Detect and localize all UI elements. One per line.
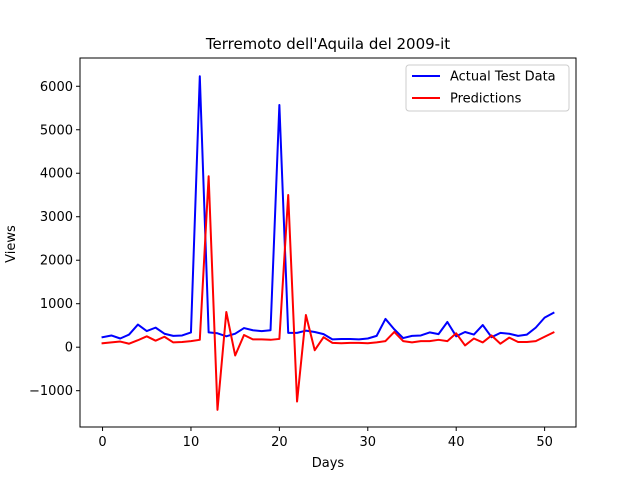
y-tick-label: 5000 [40,123,73,138]
y-tick-label: 6000 [40,80,73,95]
y-tick-label: 4000 [40,167,73,182]
legend: Actual Test Data Predictions [405,64,570,112]
x-tick-label: 30 [360,435,377,450]
y-tick-label: 0 [65,341,73,356]
y-axis-label: Views [4,225,19,263]
legend-label: Actual Test Data [450,70,556,85]
x-tick-label: 0 [98,435,106,450]
x-tick-label: 10 [183,435,200,450]
y-tick-label: 2000 [40,254,73,269]
x-axis-label: Days [312,456,345,471]
chart-title: Terremoto dell'Aquila del 2009-it [205,35,450,53]
y-tick-label: 3000 [40,210,73,225]
y-tick-label: 1000 [40,297,73,312]
axes-frame [79,57,577,428]
x-tick-label: 20 [271,435,288,450]
x-tick-label: 40 [448,435,465,450]
legend-box [405,64,570,112]
series-line-actual [101,75,555,341]
y-tick-label: −1000 [29,384,73,399]
legend-label: Predictions [450,92,522,107]
series-line-predictions [101,175,555,411]
plot-area: 0 10 20 30 40 50 −1000 0 1000 2000 3000 4000 5000 600… [29,57,577,450]
x-tick-label: 50 [536,435,553,450]
